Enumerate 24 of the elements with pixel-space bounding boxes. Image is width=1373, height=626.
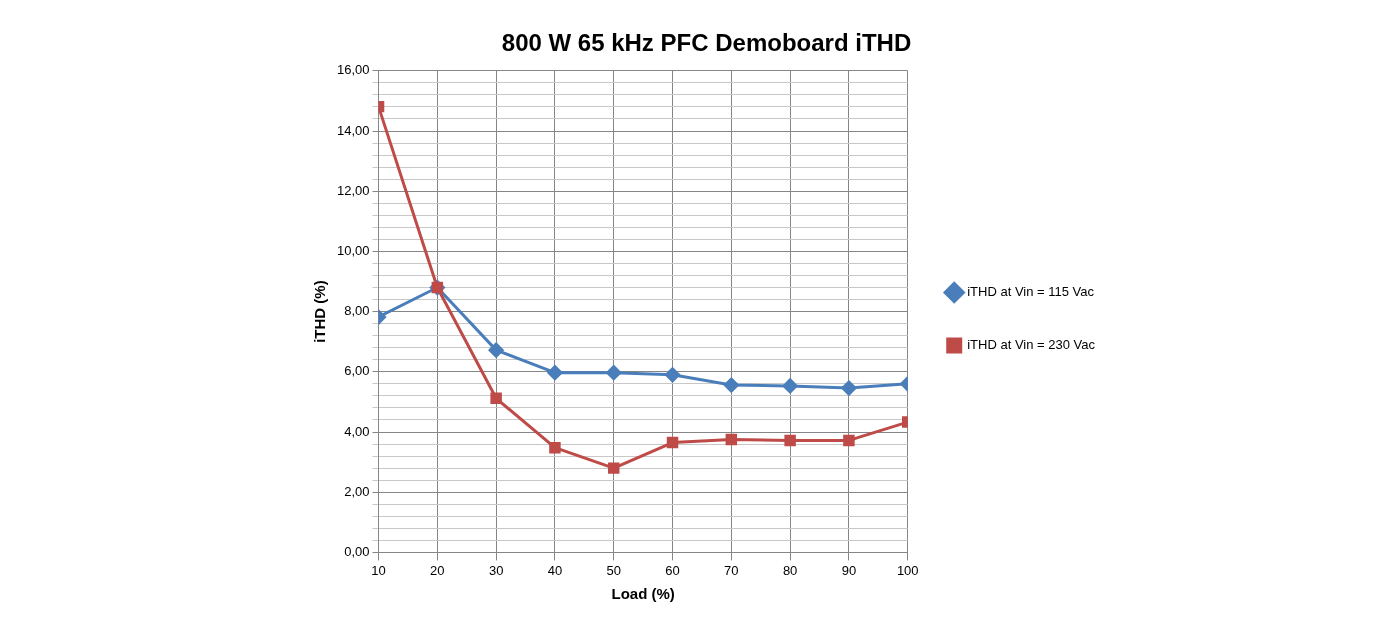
- x-tick-label: 80: [782, 562, 798, 578]
- y-axis-title: iTHD (%): [311, 280, 329, 343]
- x-tick-label: 30: [488, 562, 504, 578]
- y-tick-label: 16,00: [336, 62, 370, 78]
- x-tick-label: 100: [896, 562, 919, 578]
- y-tick-label: 8,00: [344, 303, 370, 319]
- y-tick-label: 0,00: [344, 543, 370, 559]
- x-tick-label: 70: [724, 562, 739, 578]
- x-tick-label: 20: [430, 562, 445, 578]
- y-tick-label: 12,00: [336, 182, 370, 198]
- legend-label: iTHD at Vin = 230 Vac: [967, 337, 1096, 353]
- y-tick-label: 10,00: [336, 242, 370, 258]
- chart-title: 800 W 65 kHz PFC Demoboard iTHD: [501, 29, 912, 57]
- y-tick-label: 14,00: [336, 122, 370, 138]
- x-tick-label: 60: [665, 562, 680, 578]
- y-tick-label: 2,00: [344, 483, 370, 499]
- legend-label: iTHD at Vin = 115 Vac: [967, 284, 1095, 300]
- x-tick-label: 40: [547, 562, 563, 578]
- y-tick-label: 6,00: [344, 363, 370, 379]
- x-tick-label: 10: [371, 562, 386, 578]
- x-tick-label: 50: [606, 562, 621, 578]
- y-tick-label: 4,00: [344, 423, 370, 439]
- x-tick-label: 90: [841, 562, 857, 578]
- x-axis-title: Load (%): [611, 585, 675, 603]
